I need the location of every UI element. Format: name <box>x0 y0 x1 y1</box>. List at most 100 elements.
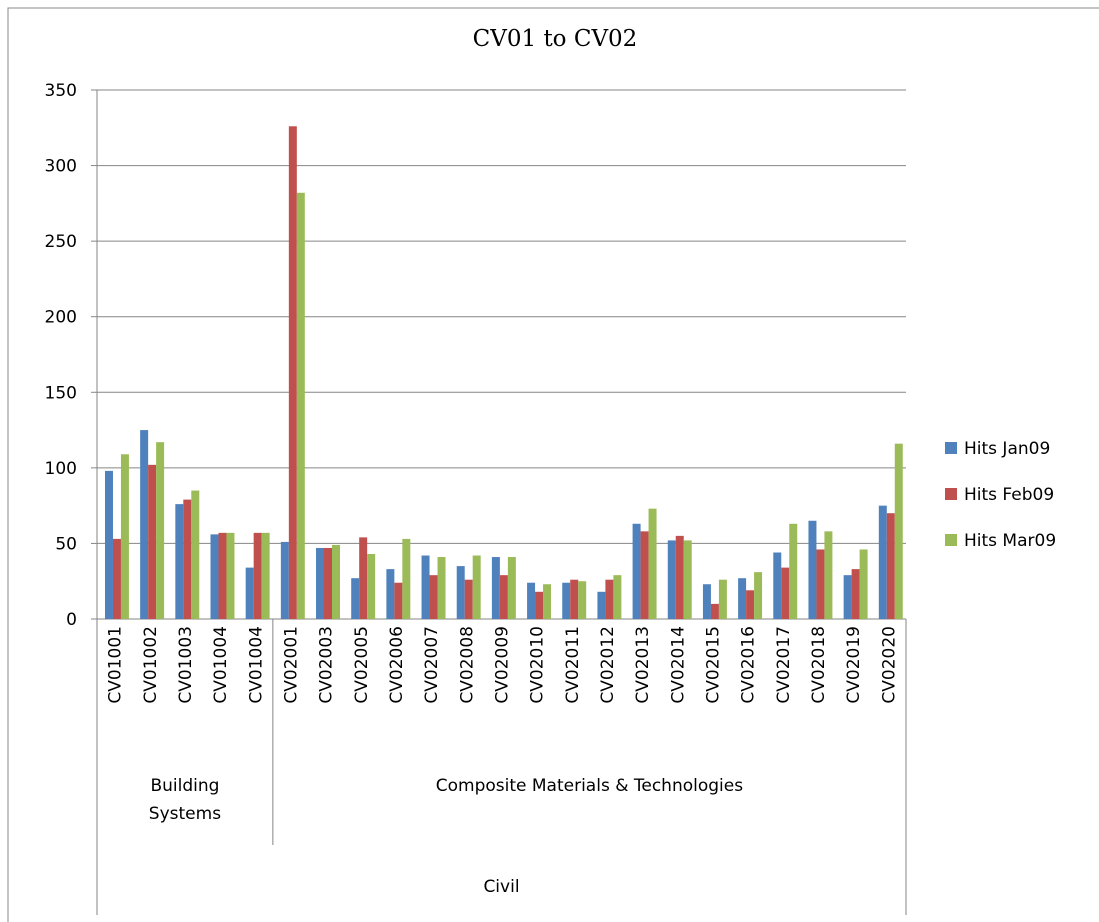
y-tick-label: 100 <box>45 459 77 479</box>
bar <box>402 538 411 619</box>
x-tick-label: CV02006 <box>387 626 407 704</box>
bar <box>578 581 587 619</box>
legend-swatch <box>945 534 957 546</box>
bar <box>218 532 227 619</box>
bar <box>191 490 200 619</box>
bar <box>632 523 641 619</box>
bar <box>288 126 297 619</box>
bar <box>437 557 446 619</box>
bar <box>808 520 817 619</box>
bar <box>570 579 579 619</box>
bar <box>394 582 403 619</box>
x-tick-label: CV01004 <box>246 626 266 704</box>
bar <box>667 540 676 619</box>
bar <box>280 541 289 619</box>
bar <box>386 569 395 619</box>
x-tick-label: CV02001 <box>281 626 301 704</box>
x-tick-label: CV01004 <box>211 626 231 704</box>
y-tick-label: 50 <box>55 534 77 554</box>
bar <box>464 579 473 619</box>
x-tick-label: CV02008 <box>457 626 477 704</box>
bar <box>816 549 825 619</box>
bar <box>456 566 465 619</box>
bar <box>535 591 544 619</box>
x-tick-label: CV01002 <box>141 626 161 704</box>
bar <box>429 575 438 619</box>
bar <box>562 582 571 619</box>
group-label: Building Systems <box>148 776 222 824</box>
bar <box>316 547 325 619</box>
bar <box>421 555 430 619</box>
bar <box>499 575 508 619</box>
bar <box>140 430 149 619</box>
chart-title: CV01 to CV02 <box>473 26 638 52</box>
bar <box>183 499 192 619</box>
y-tick-label: 200 <box>45 308 77 328</box>
bar <box>175 504 184 619</box>
bar <box>878 505 887 619</box>
bar <box>894 443 903 619</box>
bar <box>746 590 755 619</box>
bar <box>781 567 790 619</box>
bar <box>613 575 622 619</box>
bar <box>331 544 340 619</box>
bar <box>324 547 332 619</box>
bar <box>543 584 552 619</box>
y-tick-label: 250 <box>45 232 77 252</box>
legend-swatch <box>945 488 957 500</box>
bar <box>527 582 536 619</box>
bar <box>367 554 376 619</box>
bar <box>296 192 305 619</box>
x-tick-label: CV02007 <box>422 626 442 704</box>
bar <box>597 591 606 619</box>
x-tick-label: CV02017 <box>774 626 794 704</box>
bar <box>859 549 868 619</box>
x-tick-label: CV02010 <box>528 626 548 704</box>
bar <box>104 470 113 619</box>
bar <box>754 572 763 619</box>
bar <box>226 532 235 619</box>
x-tick-label: CV01003 <box>176 626 196 704</box>
legend-label: Hits Feb09 <box>964 485 1054 505</box>
y-tick-label: 300 <box>45 157 77 177</box>
bar <box>120 454 129 619</box>
bar <box>507 557 516 619</box>
x-tick-label: CV02014 <box>668 626 688 704</box>
bar <box>683 540 692 619</box>
bar <box>112 538 121 619</box>
legend-label: Hits Mar09 <box>964 531 1056 551</box>
bar <box>851 569 860 619</box>
y-tick-label: 350 <box>45 81 77 101</box>
x-tick-label: CV02011 <box>563 626 583 704</box>
x-tick-label: CV02016 <box>739 626 759 704</box>
bar <box>472 555 481 619</box>
bar <box>245 567 254 619</box>
x-tick-label: CV01001 <box>106 626 126 704</box>
legend-swatch <box>945 442 957 454</box>
x-tick-label: CV02015 <box>704 626 724 704</box>
bar <box>738 578 747 619</box>
group-label: Composite Materials & Technologies <box>435 776 744 796</box>
bar <box>210 534 219 619</box>
bar <box>605 579 614 619</box>
bar <box>710 603 719 619</box>
y-tick-label: 0 <box>66 610 77 630</box>
supergroup-label: Civil <box>483 877 519 897</box>
x-tick-label: CV02005 <box>352 626 372 704</box>
bar <box>886 513 895 619</box>
x-tick-label: CV02013 <box>633 626 653 704</box>
y-tick-label: 150 <box>45 383 77 403</box>
bar <box>648 508 657 619</box>
legend-label: Hits Jan09 <box>964 439 1050 459</box>
bar <box>702 584 711 619</box>
bar <box>789 523 798 619</box>
bar <box>843 575 852 619</box>
bar <box>491 557 500 619</box>
bar <box>253 532 262 619</box>
bar <box>824 531 833 619</box>
bar <box>640 531 649 619</box>
bar <box>156 442 165 619</box>
x-tick-label: CV02003 <box>317 626 337 704</box>
